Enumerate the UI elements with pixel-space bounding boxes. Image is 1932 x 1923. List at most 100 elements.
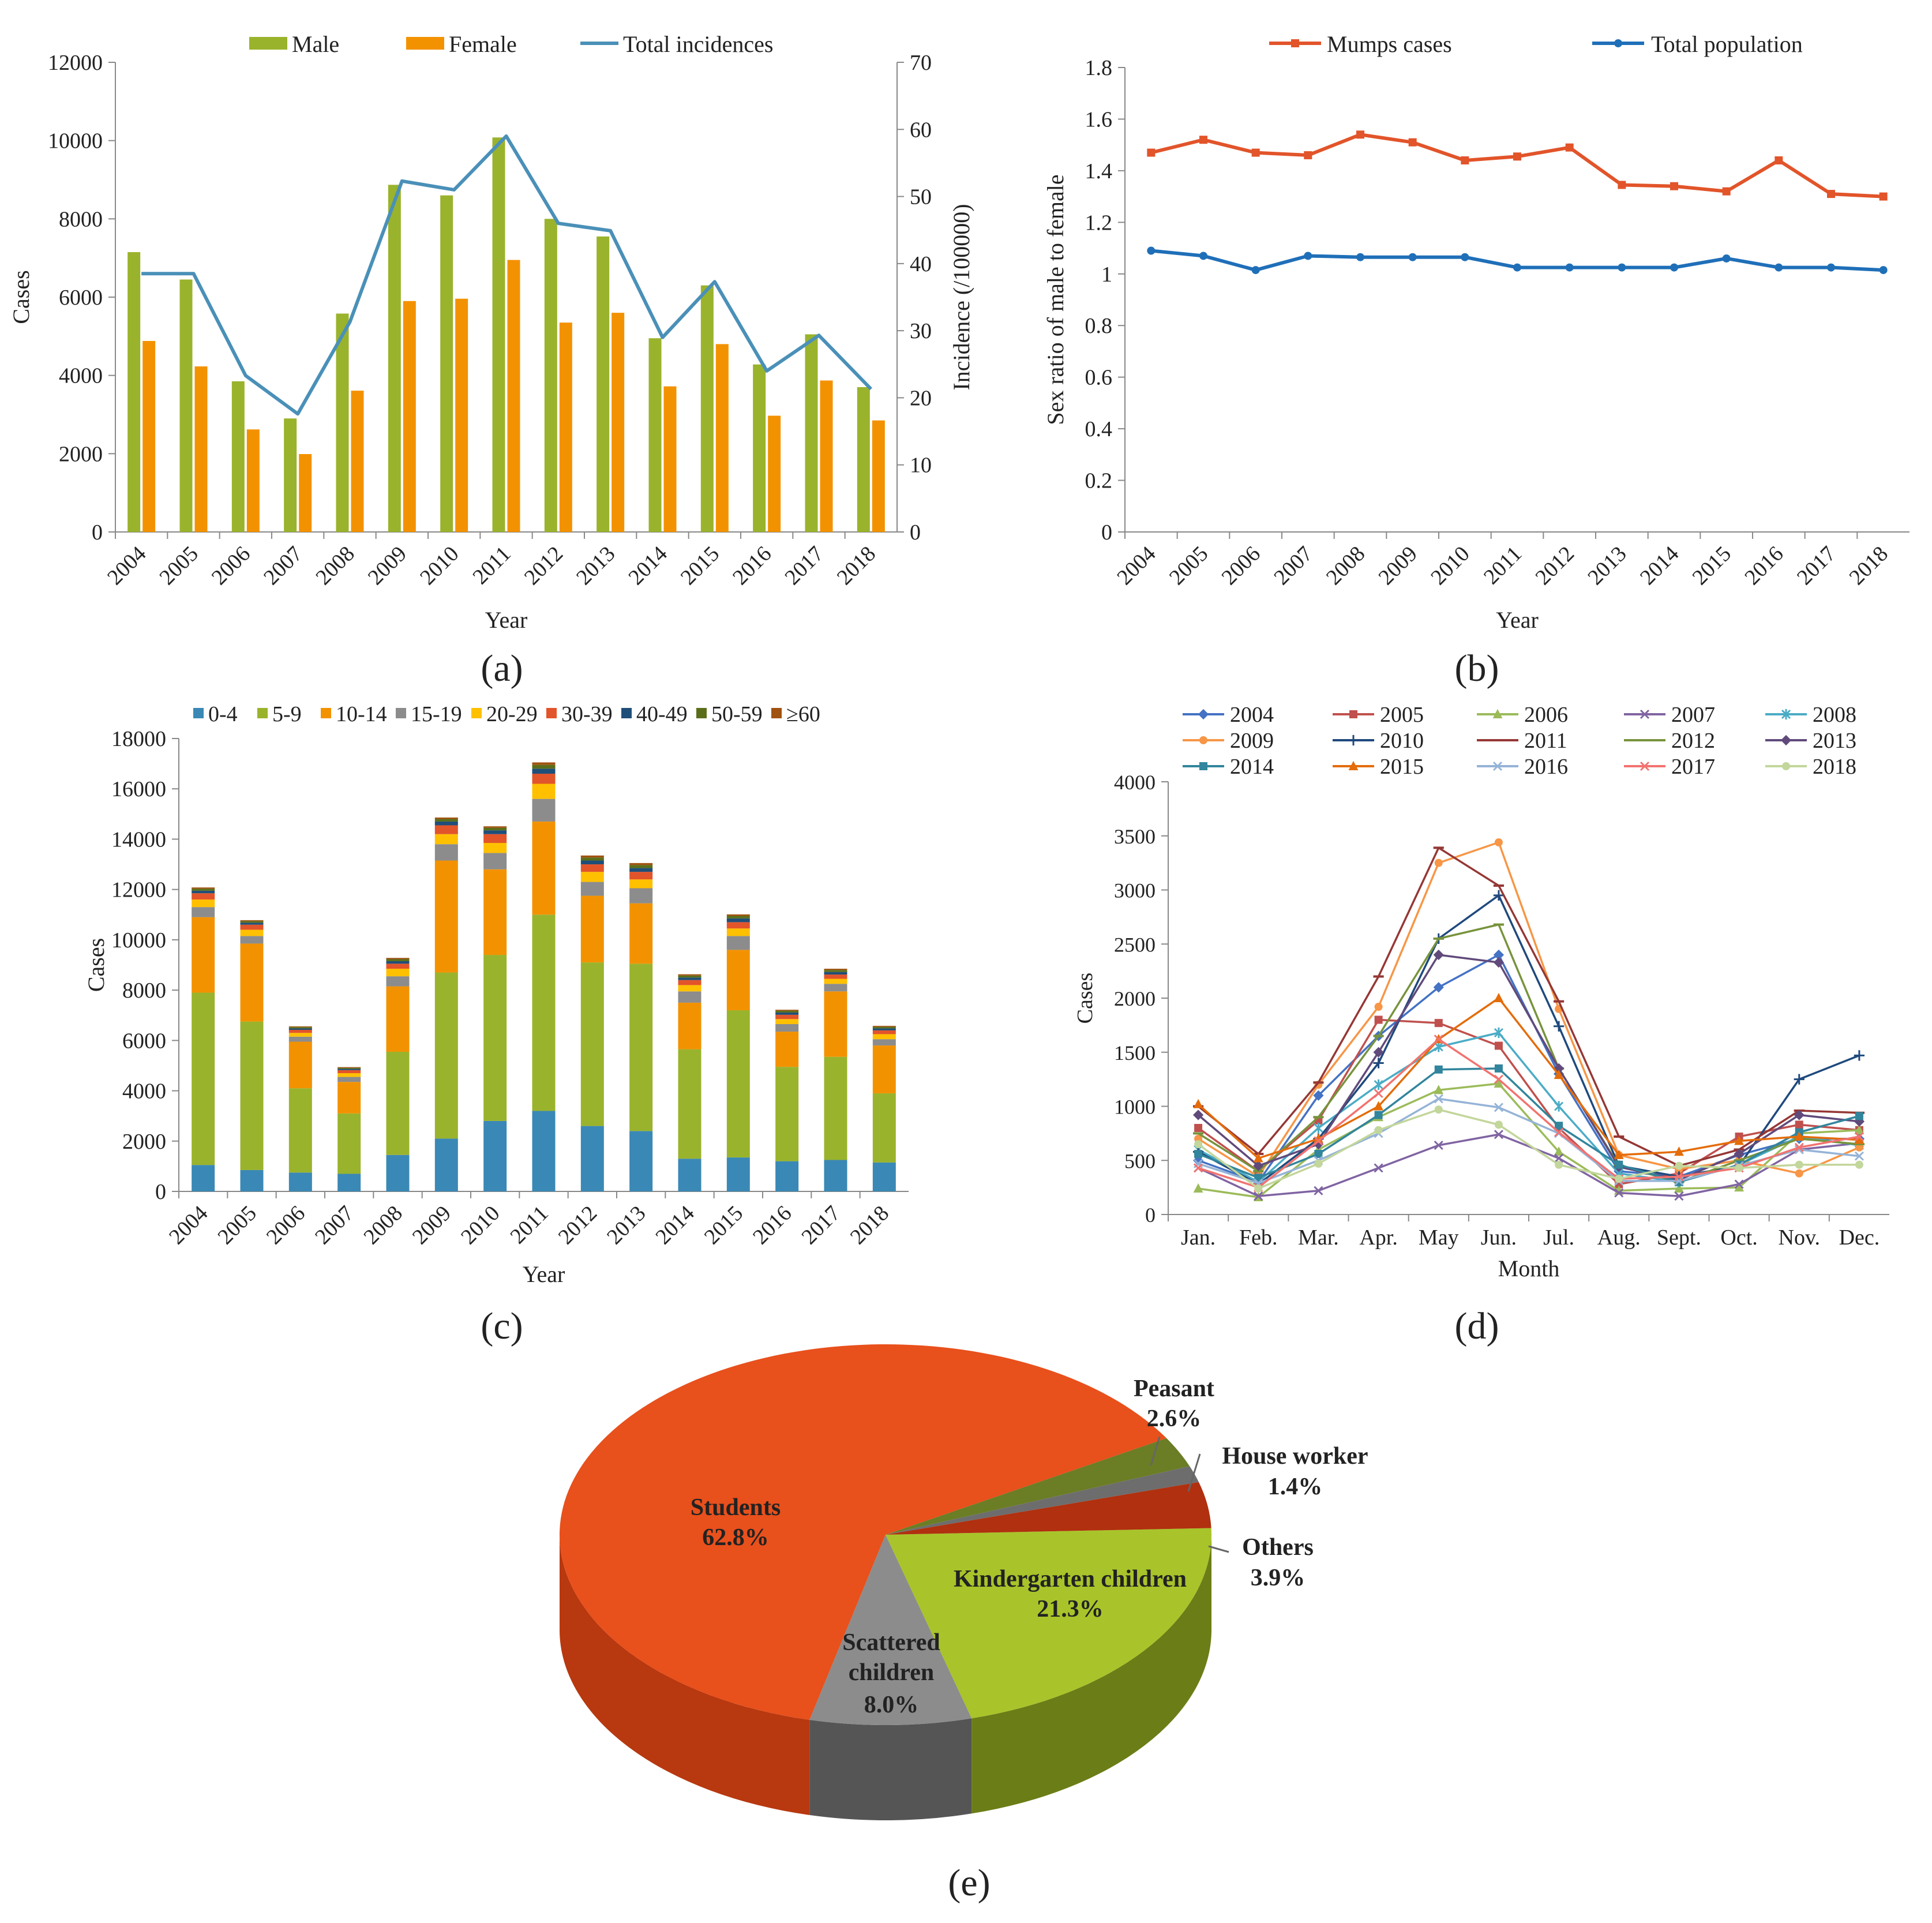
point-2015 bbox=[1554, 1070, 1564, 1079]
y-tick-label: 0.6 bbox=[1085, 366, 1113, 390]
bar-40-49-2010 bbox=[483, 830, 507, 834]
legend-label-2009: 2009 bbox=[1230, 729, 1274, 753]
bar-30-39-2009 bbox=[434, 825, 458, 834]
bar-50-59-2014 bbox=[678, 975, 701, 978]
point-total-population bbox=[1775, 263, 1783, 272]
x-tick-label-2005: 2005 bbox=[1165, 542, 1213, 590]
pie-side-students bbox=[560, 1535, 810, 1815]
y-tick-label: 6000 bbox=[122, 1029, 166, 1053]
bar-15-19-2017 bbox=[824, 984, 847, 992]
x-tick-label-mar: Mar. bbox=[1298, 1225, 1339, 1250]
bar-male-2015 bbox=[700, 285, 714, 532]
point-2010 bbox=[1553, 1021, 1565, 1032]
line-2005 bbox=[1198, 1018, 1860, 1186]
legend-label-mumps: Mumps cases bbox=[1327, 31, 1452, 57]
legend-marker-2006 bbox=[1492, 709, 1503, 718]
point-total-population bbox=[1670, 263, 1678, 272]
label-kindergarten-pct: 21.3% bbox=[1037, 1596, 1104, 1622]
bar-female-2018 bbox=[872, 420, 885, 532]
point-2015 bbox=[1253, 1153, 1263, 1163]
bar-30-39-2008 bbox=[386, 964, 410, 969]
x-tick-label-2006: 2006 bbox=[262, 1201, 310, 1249]
bar-60-2006 bbox=[288, 1026, 312, 1028]
bar-50-59-2006 bbox=[288, 1027, 312, 1029]
bar-10-14-2004 bbox=[192, 917, 215, 993]
bar-10-14-2007 bbox=[337, 1082, 361, 1114]
bar-30-39-2017 bbox=[824, 974, 847, 979]
y-tick-label: 0 bbox=[155, 1180, 166, 1204]
x-tick-label-2018: 2018 bbox=[846, 1201, 894, 1249]
point-2014 bbox=[1194, 1150, 1203, 1158]
x-tick-label-2013: 2013 bbox=[572, 542, 620, 590]
panel-c-chart: 0 2000 4000 6000 8000 10000 12000 14000 16000 180… bbox=[83, 702, 909, 1287]
point-2007 bbox=[1734, 1179, 1744, 1189]
bar-50-59-2015 bbox=[726, 916, 750, 919]
point-2016 bbox=[1494, 1103, 1503, 1112]
bar-40-49-2014 bbox=[678, 977, 701, 980]
point-2015 bbox=[1193, 1099, 1203, 1108]
bar-60-2013 bbox=[629, 863, 653, 865]
legend-label-10-14: 10-14 bbox=[336, 702, 387, 726]
bar-5-9-2006 bbox=[288, 1088, 312, 1173]
line-total-incidences bbox=[141, 134, 872, 416]
legend-marker-2015 bbox=[1348, 760, 1359, 770]
bar-60-2015 bbox=[726, 914, 750, 916]
point-2008 bbox=[1314, 1122, 1323, 1134]
bar-15-19-2007 bbox=[337, 1077, 361, 1082]
label-scattered-pct: 8.0% bbox=[864, 1692, 919, 1718]
bar-0-4-2005 bbox=[240, 1169, 264, 1191]
y-tick-label: 0.8 bbox=[1085, 314, 1113, 338]
y-tick-label: 3000 bbox=[1114, 879, 1156, 902]
legend-marker-mumps bbox=[1291, 39, 1299, 47]
bar-20-29-2006 bbox=[288, 1033, 312, 1037]
bar-10-14-2015 bbox=[726, 950, 750, 1010]
point-mumps-cases bbox=[1670, 182, 1678, 190]
point-2017 bbox=[1854, 1131, 1864, 1142]
point-2009 bbox=[1795, 1169, 1803, 1178]
bar-40-49-2011 bbox=[532, 769, 556, 774]
bar-15-19-2015 bbox=[726, 936, 750, 950]
bar-20-29-2015 bbox=[726, 928, 750, 936]
legend-marker-2009 bbox=[1199, 736, 1207, 744]
point-mumps-cases bbox=[1461, 156, 1469, 164]
legend-swatch-10-14 bbox=[321, 708, 331, 718]
bar-60-2008 bbox=[386, 958, 410, 959]
bar-female-2005 bbox=[194, 366, 208, 532]
bar-female-2017 bbox=[820, 380, 833, 532]
legend-b: Mumps cases Total population bbox=[1269, 31, 1803, 57]
bar-40-49-2018 bbox=[872, 1028, 896, 1030]
y-tick-label: 0.2 bbox=[1085, 469, 1113, 493]
bar-50-59-2004 bbox=[192, 889, 215, 891]
label-house-worker-name: House worker bbox=[1222, 1443, 1368, 1470]
bar-50-59-2010 bbox=[483, 827, 507, 831]
y-tick-label: 0 bbox=[1101, 520, 1112, 545]
bar-female-2013 bbox=[612, 313, 625, 532]
bar-male-2009 bbox=[388, 185, 401, 532]
bar-40-49-2017 bbox=[824, 972, 847, 975]
y-right-tick-label: 30 bbox=[910, 319, 932, 343]
point-2015 bbox=[1374, 1101, 1383, 1111]
x-tick-label-jul: Jul. bbox=[1543, 1225, 1574, 1250]
bar-0-4-2017 bbox=[824, 1160, 847, 1191]
legend-label-total: Total incidences bbox=[623, 31, 773, 57]
bar-female-2012 bbox=[559, 323, 572, 532]
bar-30-39-2018 bbox=[872, 1030, 896, 1034]
panel-label-b: (b) bbox=[1455, 647, 1499, 689]
bar-50-59-2008 bbox=[386, 959, 410, 961]
point-2004 bbox=[1313, 1090, 1324, 1101]
legend-label-2006: 2006 bbox=[1524, 703, 1568, 727]
legend-marker-2008 bbox=[1781, 709, 1791, 720]
bar-10-14-2012 bbox=[580, 895, 604, 963]
bar-40-49-2012 bbox=[580, 860, 604, 865]
point-mumps-cases bbox=[1827, 190, 1835, 198]
legend-label-2008: 2008 bbox=[1813, 703, 1856, 727]
x-tick-label-jun: Jun. bbox=[1481, 1225, 1517, 1250]
bar-female-2016 bbox=[768, 415, 781, 532]
legend-marker-2014 bbox=[1199, 762, 1207, 770]
bar-0-4-2010 bbox=[483, 1120, 507, 1191]
bar-10-14-2010 bbox=[483, 869, 507, 955]
x-tick-label-2009: 2009 bbox=[363, 542, 411, 590]
pie-slice-students bbox=[559, 1344, 1167, 1720]
bar-40-49-2013 bbox=[629, 868, 653, 872]
bar-male-2008 bbox=[336, 313, 349, 532]
